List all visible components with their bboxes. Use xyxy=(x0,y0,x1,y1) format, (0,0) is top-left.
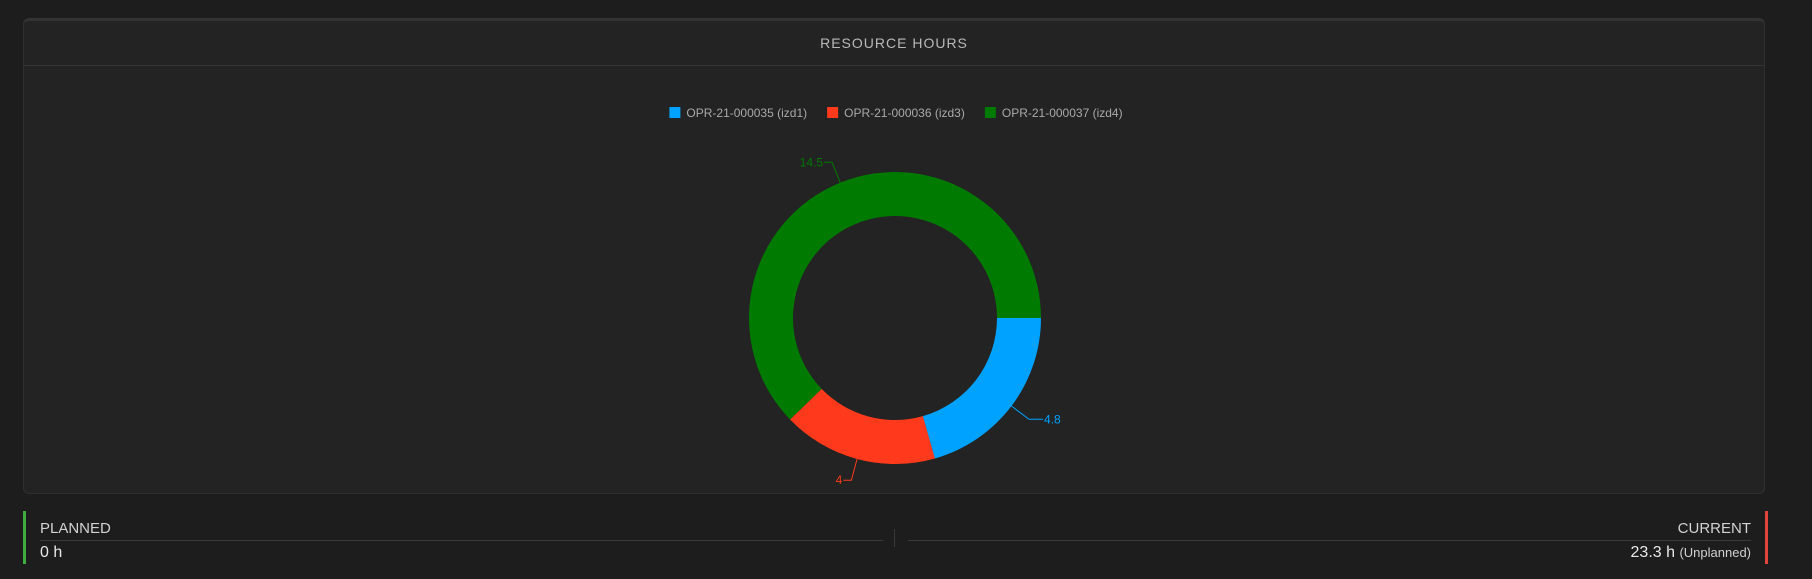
data-label-leader xyxy=(1011,405,1044,420)
chart-area: OPR-21-000035 (izd1) OPR-21-000036 (izd3)… xyxy=(24,65,1766,495)
donut-slice[interactable] xyxy=(749,172,1041,420)
data-label: 4.8 xyxy=(1044,412,1061,426)
current-value-line: 23.3 h (Unplanned) xyxy=(908,544,1751,562)
legend-item[interactable]: OPR-21-000035 (izd1) xyxy=(669,106,807,120)
donut-slice[interactable] xyxy=(790,388,935,464)
legend-swatch xyxy=(984,107,996,118)
data-label-leader xyxy=(824,161,841,183)
legend-item[interactable]: OPR-21-000037 (izd4) xyxy=(984,106,1123,120)
legend-label: OPR-21-000035 (izd1) xyxy=(686,106,807,120)
legend-label: OPR-21-000037 (izd4) xyxy=(1002,106,1123,120)
data-label: 4 xyxy=(836,473,843,487)
chart-slices xyxy=(749,172,1041,464)
resource-hours-panel: RESOURCE HOURS OPR-21-000035 (izd1) OPR-2… xyxy=(23,18,1765,494)
stats-divider xyxy=(894,529,895,547)
legend-swatch xyxy=(827,107,839,118)
legend-swatch xyxy=(669,107,681,118)
legend-label: OPR-21-000036 (izd3) xyxy=(844,106,965,120)
planned-label: PLANNED xyxy=(40,520,883,541)
current-value: 23.3 h xyxy=(1630,544,1675,561)
panel-title: RESOURCE HOURS xyxy=(820,35,968,51)
planned-stat: PLANNED 0 h xyxy=(23,511,883,564)
chart-data-labels: 4.8 4 14.5 xyxy=(800,155,1061,487)
planned-value: 0 h xyxy=(40,544,63,561)
data-label-leader xyxy=(843,458,858,481)
hours-summary: PLANNED 0 h CURRENT 23.3 h (Unplanned) xyxy=(23,511,1768,564)
donut-chart: OPR-21-000035 (izd1) OPR-21-000036 (izd3)… xyxy=(669,106,1123,487)
current-stat: CURRENT 23.3 h (Unplanned) xyxy=(908,511,1768,564)
legend-item[interactable]: OPR-21-000036 (izd3) xyxy=(827,106,965,120)
donut-slice[interactable] xyxy=(922,318,1041,459)
chart-legend: OPR-21-000035 (izd1) OPR-21-000036 (izd3)… xyxy=(669,106,1123,120)
panel-header: RESOURCE HOURS xyxy=(24,21,1764,66)
current-label: CURRENT xyxy=(908,520,1751,541)
data-label: 14.5 xyxy=(800,155,824,169)
current-note: (Unplanned) xyxy=(1679,545,1751,560)
